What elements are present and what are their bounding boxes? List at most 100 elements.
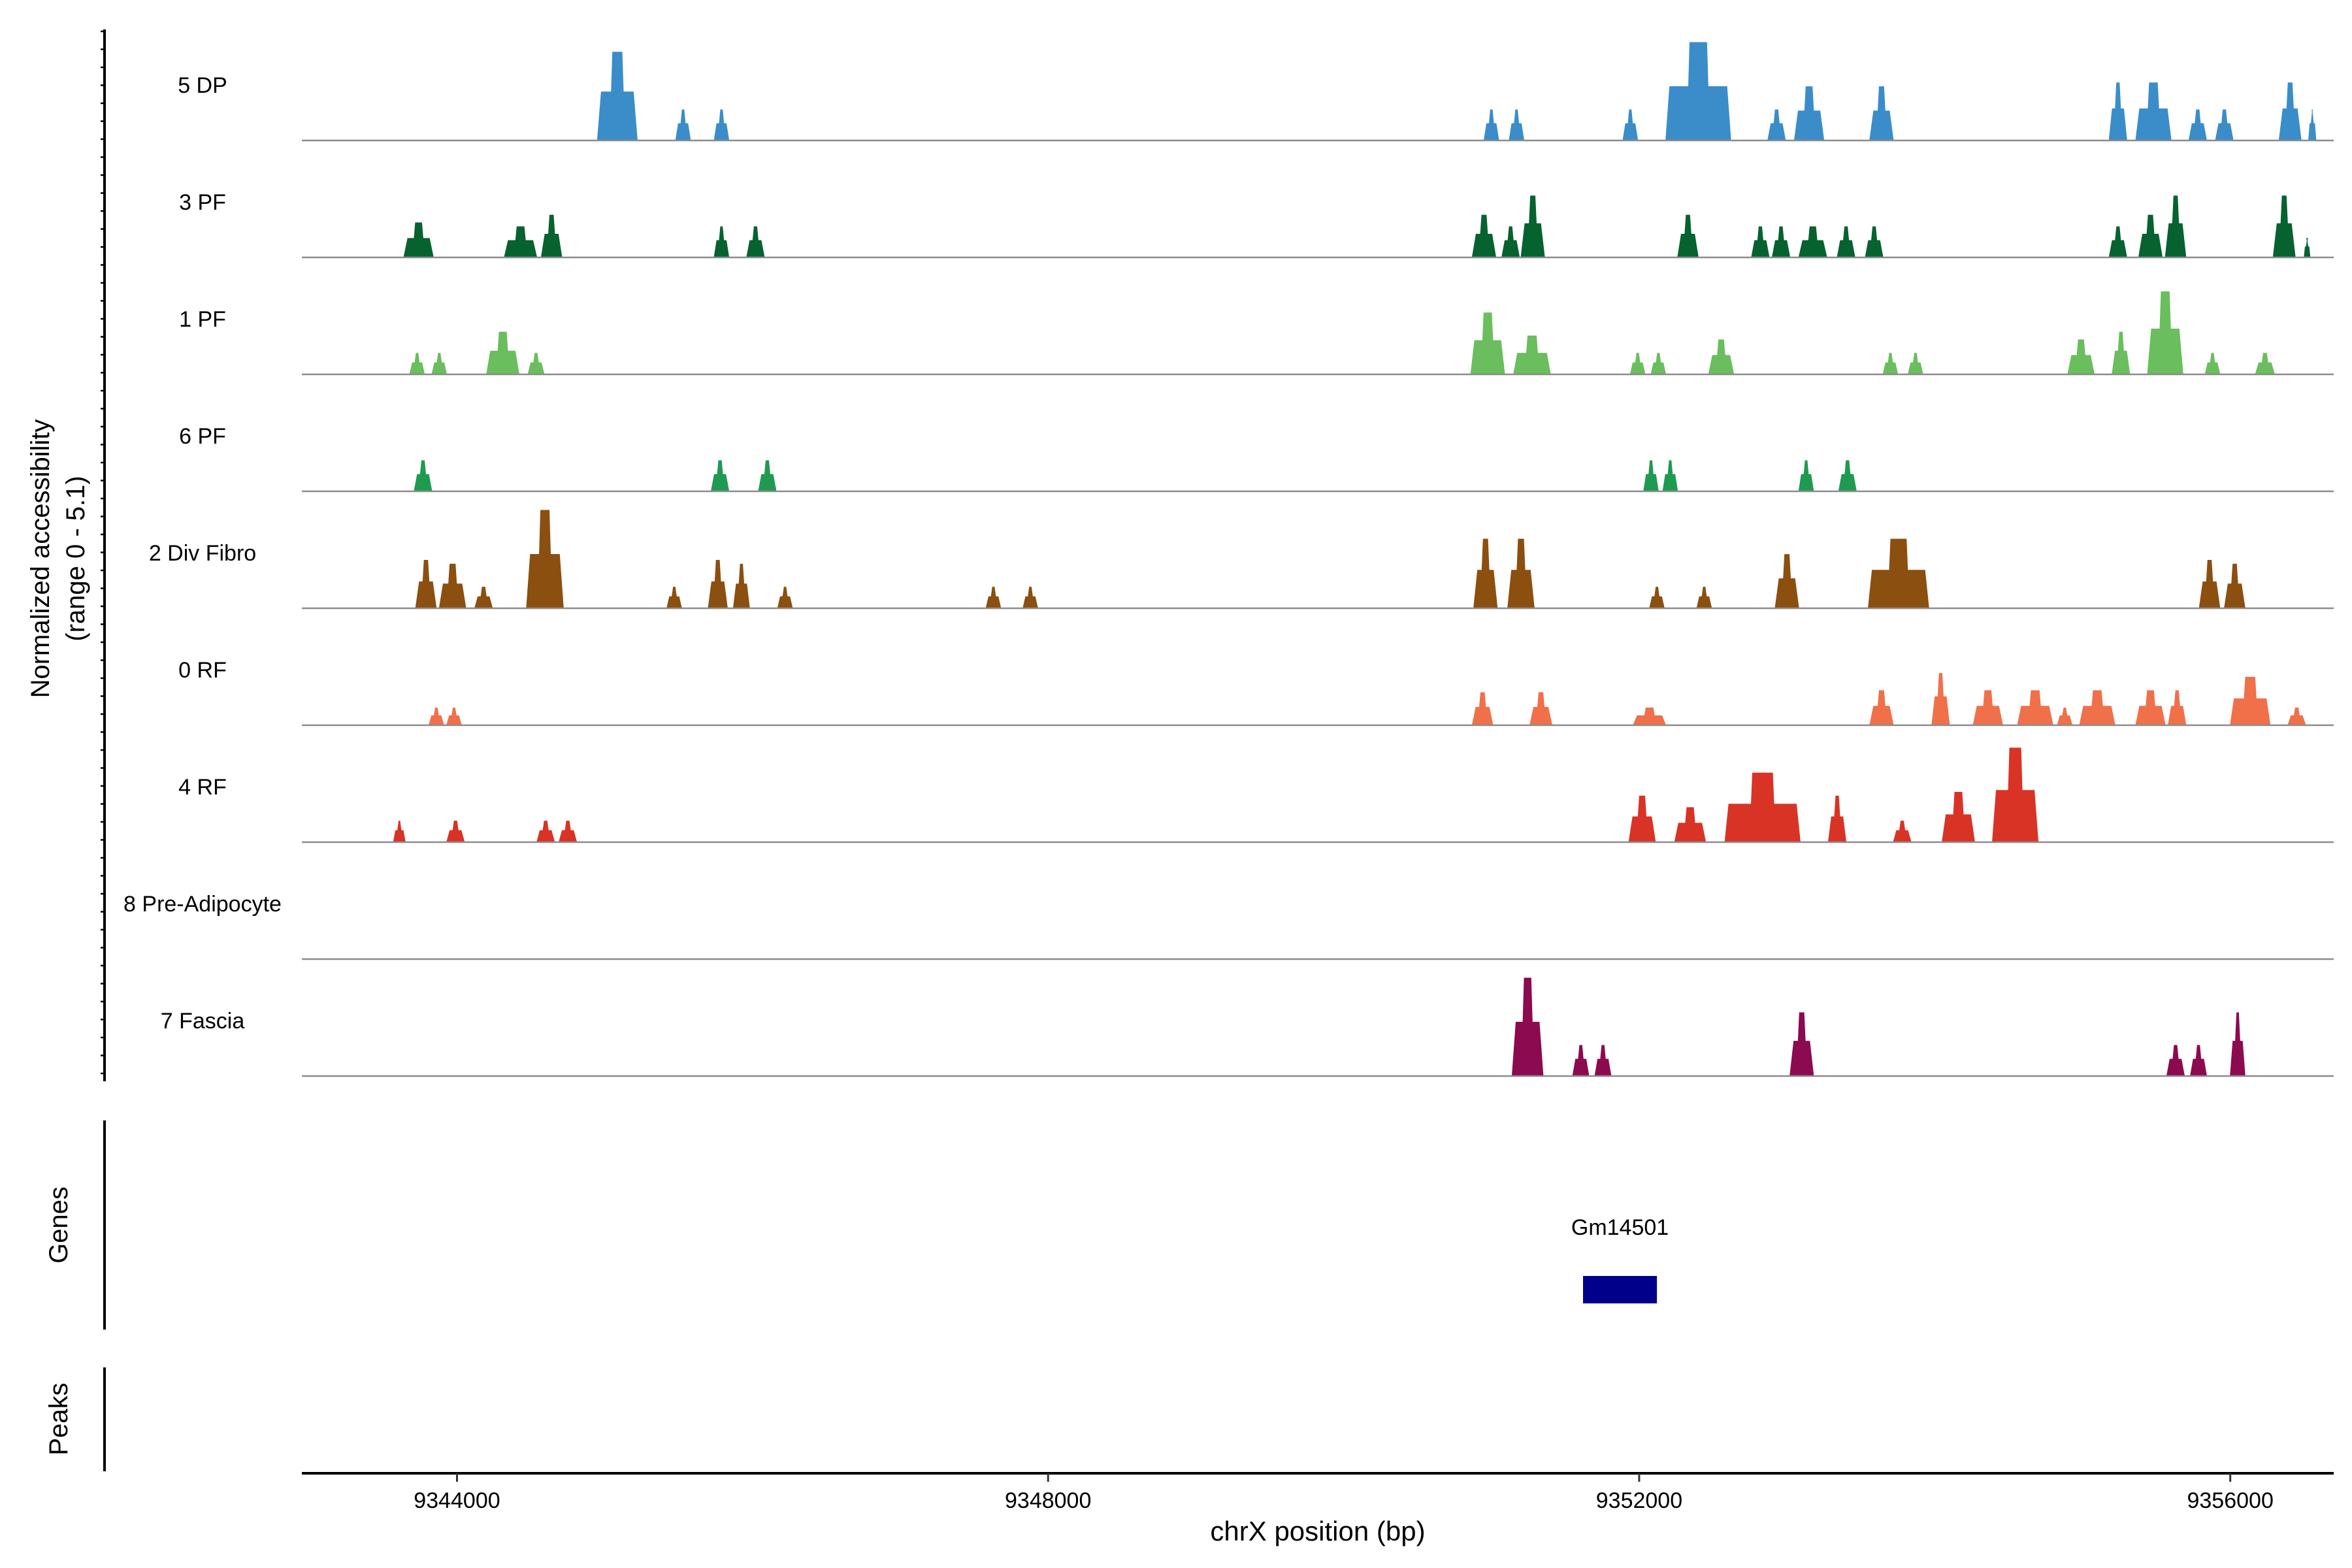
x-tick-label: 9348000	[1005, 1488, 1091, 1513]
accessibility-peak	[1513, 335, 1551, 375]
accessibility-peak	[1798, 460, 1814, 492]
accessibility-peak	[2057, 708, 2073, 726]
accessibility-peak	[1529, 692, 1553, 726]
track-label: 5 DP	[178, 73, 227, 98]
genes-panel-label: Genes	[44, 1186, 73, 1264]
track-label: 7 Fascia	[161, 1009, 245, 1034]
gene-label: Gm14501	[1571, 1215, 1669, 1240]
track-label: 1 PF	[179, 307, 226, 332]
accessibility-peak	[1869, 86, 1894, 141]
accessibility-peak	[526, 510, 564, 609]
track-8-pre-adipocyte: 8 Pre-Adipocyte	[123, 892, 2334, 960]
accessibility-peak	[2164, 195, 2187, 258]
x-tick-label: 9344000	[414, 1488, 500, 1513]
accessibility-peak	[536, 821, 555, 843]
accessibility-peak	[1867, 538, 1929, 609]
accessibility-peak	[1622, 109, 1639, 141]
accessibility-peak	[431, 353, 448, 375]
accessibility-peak	[1798, 226, 1827, 258]
accessibility-peak	[675, 109, 691, 141]
accessibility-peak	[2308, 109, 2317, 141]
accessibility-peak	[486, 331, 520, 375]
accessibility-peak	[1931, 673, 1950, 726]
accessibility-peak	[1696, 587, 1712, 609]
accessibility-peak	[540, 214, 563, 258]
accessibility-peak	[2147, 291, 2183, 375]
track-1-pf: 1 PF	[179, 291, 2334, 376]
accessibility-peak	[403, 222, 434, 258]
accessibility-peak	[2166, 1045, 2185, 1077]
accessibility-peak	[1991, 747, 2039, 843]
accessibility-peak	[1507, 538, 1535, 609]
accessibility-peak	[2067, 339, 2095, 375]
accessibility-peak	[2108, 226, 2127, 258]
coverage-tracks: 5 DP 3 PF 1 PF 6 PF 2 Div Fibro 0 RF 4 RF 8 Pre…	[123, 42, 2334, 1077]
accessibility-peak	[1838, 460, 1857, 492]
accessibility-peak	[414, 460, 433, 492]
gene-annotations: Gm14501	[1571, 1215, 1669, 1303]
accessibility-peak	[2224, 563, 2246, 609]
accessibility-peak	[596, 52, 638, 141]
accessibility-peak	[1643, 460, 1659, 492]
accessibility-peak	[1865, 226, 1884, 258]
accessibility-peak	[666, 587, 682, 609]
accessibility-peak	[474, 587, 493, 609]
accessibility-peak	[1882, 353, 1899, 375]
accessibility-peak	[1520, 195, 1545, 258]
y-axis-label-line1: Normalized accessibility	[26, 419, 55, 698]
coverage-y-axis-ticks	[101, 30, 105, 1075]
accessibility-peak	[428, 708, 444, 726]
accessibility-peak	[1594, 1045, 1612, 1077]
accessibility-peak	[2135, 690, 2166, 726]
accessibility-peak	[1972, 690, 2003, 726]
accessibility-peak	[1473, 538, 1498, 609]
accessibility-peak	[2215, 109, 2234, 141]
track-6-pf: 6 PF	[179, 424, 2334, 493]
y-axis-label-line2: (range 0 - 5.1)	[61, 476, 90, 641]
track-4-rf: 4 RF	[178, 747, 2334, 843]
accessibility-peak	[1827, 795, 1847, 843]
accessibility-peak	[2079, 690, 2115, 726]
accessibility-peak	[504, 226, 538, 258]
track-label: 3 PF	[179, 190, 226, 215]
accessibility-peak	[1483, 109, 1499, 141]
accessibility-peak	[732, 563, 750, 609]
accessibility-peak	[2198, 559, 2221, 609]
accessibility-peak	[1724, 772, 1801, 843]
accessibility-peak	[2190, 1045, 2208, 1077]
accessibility-peak	[758, 460, 777, 492]
accessibility-peak	[710, 460, 730, 492]
accessibility-peak	[746, 226, 765, 258]
track-label: 8 Pre-Adipocyte	[123, 892, 282, 917]
track-label: 4 RF	[178, 775, 227, 800]
accessibility-peak	[1501, 226, 1520, 258]
accessibility-peak	[1628, 795, 1656, 843]
accessibility-peak	[446, 821, 465, 843]
accessibility-peak	[713, 109, 730, 141]
accessibility-peak	[1789, 1012, 1814, 1077]
accessibility-peak	[1633, 708, 1667, 726]
accessibility-peak	[2230, 1012, 2246, 1077]
accessibility-peak	[708, 559, 728, 609]
accessibility-peak	[1674, 807, 1707, 843]
accessibility-peak	[1022, 587, 1039, 609]
accessibility-peak	[1793, 86, 1825, 141]
accessibility-peak	[713, 226, 730, 258]
track-label: 6 PF	[179, 424, 226, 449]
accessibility-peak	[2278, 82, 2302, 141]
x-tick-label: 9356000	[2187, 1488, 2273, 1513]
accessibility-peak	[2168, 690, 2187, 726]
accessibility-peak	[1629, 353, 1646, 375]
track-5-dp: 5 DP	[178, 42, 2334, 142]
track-label: 0 RF	[178, 658, 227, 683]
accessibility-peak	[1665, 42, 1731, 141]
accessibility-peak	[1837, 226, 1855, 258]
accessibility-peak	[1662, 460, 1678, 492]
accessibility-peak	[446, 708, 462, 726]
accessibility-peak	[2135, 82, 2172, 141]
x-tick-label: 9352000	[1596, 1488, 1682, 1513]
accessibility-peak	[1767, 109, 1786, 141]
accessibility-peak	[1677, 214, 1699, 258]
accessibility-peak	[2017, 690, 2053, 726]
accessibility-peak	[1572, 1045, 1590, 1077]
